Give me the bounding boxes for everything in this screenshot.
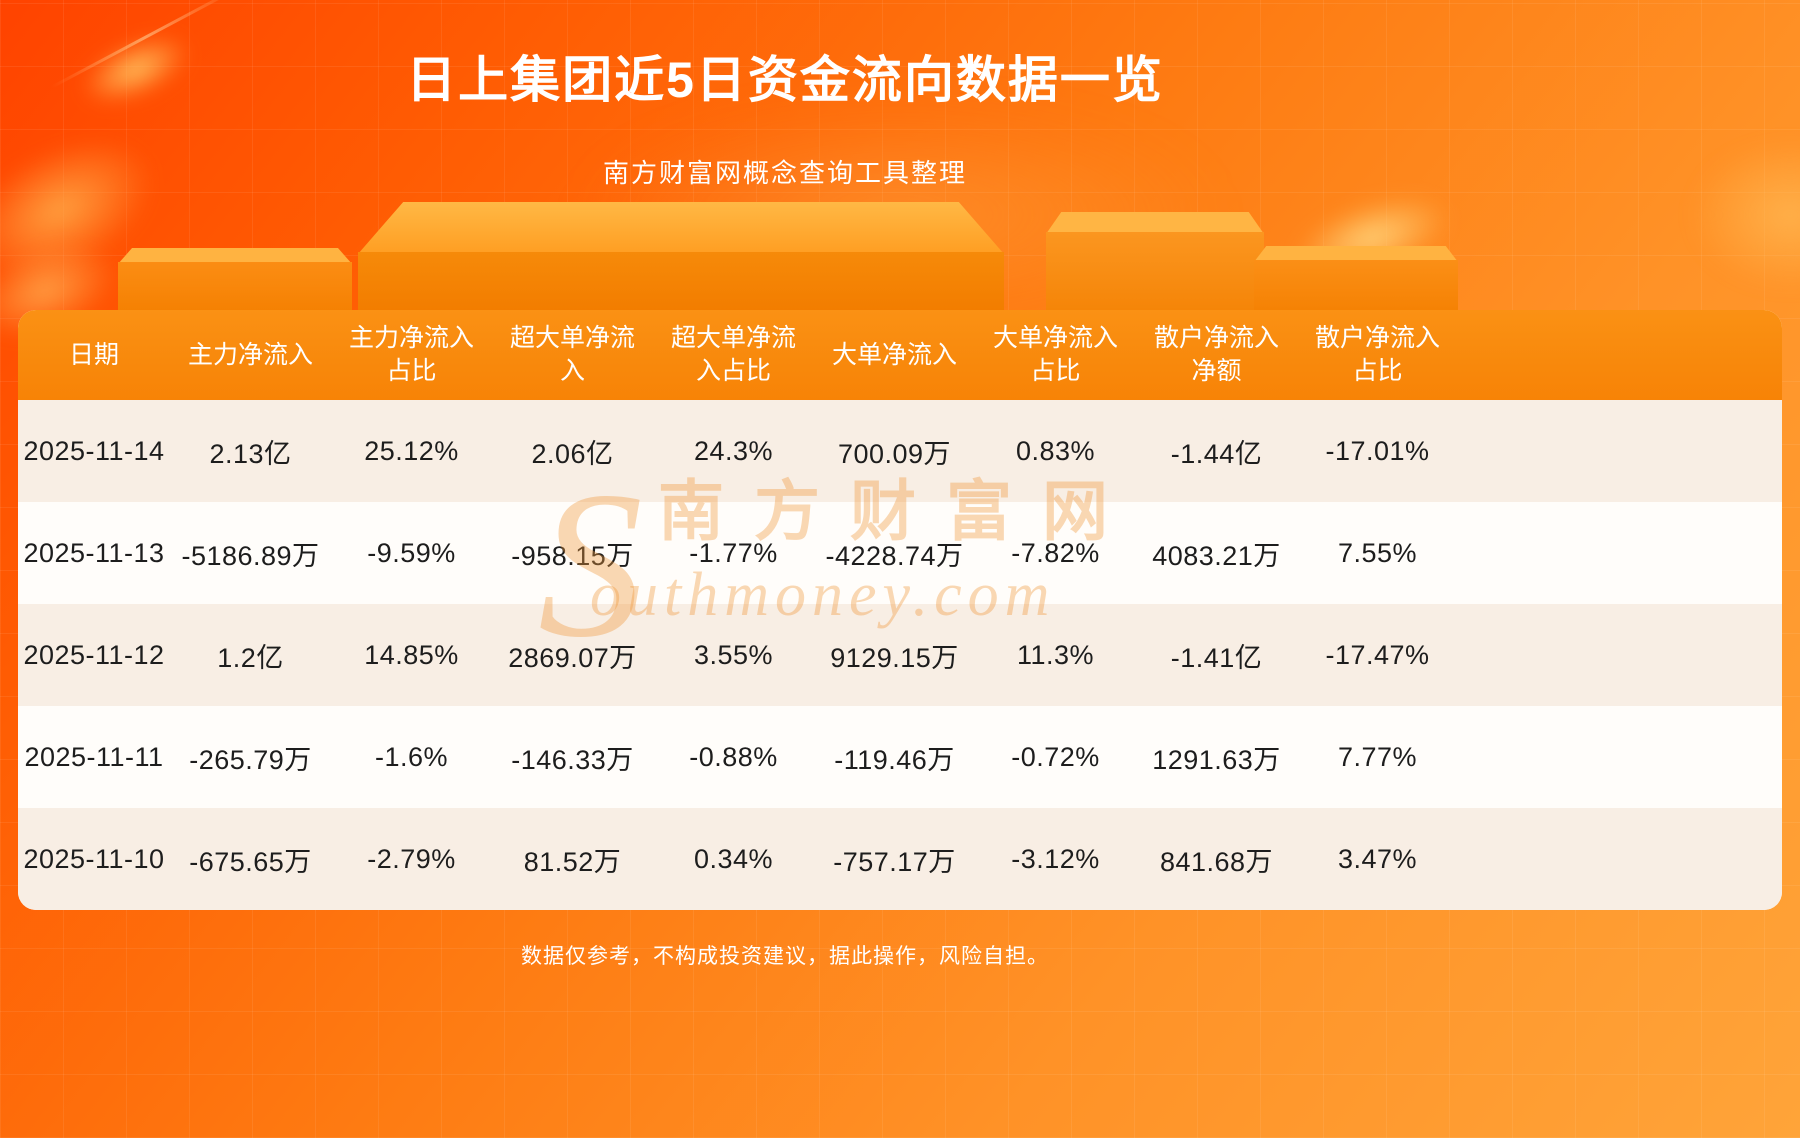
cell-large-order-net-inflow: 9129.15万: [830, 642, 959, 673]
page-title: 日上集团近5日资金流向数据一览: [406, 52, 1164, 108]
header-large-order-net-inflow-pct: 大单净流入 占比: [992, 324, 1118, 385]
table-row: 2025-11-14 2.13亿 25.12% 2.06亿 24.3% 700.…: [18, 400, 1782, 502]
cell-main-net-inflow-pct: -9.59%: [367, 537, 456, 568]
header-main-net-inflow: 主力净流入: [187, 340, 313, 369]
cell-retail-net-amount: 841.68万: [1159, 846, 1274, 877]
cell-xl-order-net-inflow: 2.06亿: [531, 438, 614, 469]
header-retail-net-amount: 散户净流入 净额: [1153, 324, 1279, 385]
cell-main-net-inflow: 1.2亿: [217, 642, 284, 673]
cell-retail-net-amount: -1.44亿: [1170, 438, 1263, 469]
cell-main-net-inflow: -675.65万: [189, 846, 312, 877]
cell-large-order-net-inflow: -119.46万: [834, 744, 955, 775]
page-subtitle: 南方财富网概念查询工具整理: [602, 157, 967, 188]
cell-large-order-net-inflow-pct: -7.82%: [1011, 537, 1100, 568]
cell-xl-order-net-inflow-pct: 24.3%: [693, 435, 774, 466]
cell-main-net-inflow-pct: 25.12%: [364, 435, 459, 466]
table-row: 2025-11-10 -675.65万 -2.79% 81.52万 0.34% …: [18, 808, 1782, 910]
cell-large-order-net-inflow: -4228.74万: [825, 540, 964, 571]
cell-main-net-inflow: 2.13亿: [209, 438, 292, 469]
disclaimer-text: 数据仅参考，不构成投资建议，据此操作，风险自担。: [521, 945, 1049, 968]
cell-retail-net-pct: 7.55%: [1337, 537, 1418, 568]
cell-xl-order-net-inflow: 81.52万: [523, 846, 622, 877]
fund-flow-table: 日期 主力净流入 主力净流入 占比 超大单净流 入 超大单净流 入占比 大单净流…: [18, 310, 1782, 910]
cell-xl-order-net-inflow: -146.33万: [511, 744, 634, 775]
cell-retail-net-pct: 7.77%: [1337, 741, 1418, 772]
cell-retail-net-amount: -1.41亿: [1170, 642, 1263, 673]
header-xl-order-net-inflow: 超大单净流 入: [509, 324, 635, 385]
cell-xl-order-net-inflow: -958.15万: [511, 540, 634, 571]
cell-retail-net-pct: 3.47%: [1337, 843, 1418, 874]
cell-main-net-inflow-pct: -2.79%: [367, 843, 456, 874]
cell-xl-order-net-inflow-pct: 0.34%: [693, 843, 774, 874]
header-retail-net-pct: 散户净流入 占比: [1314, 324, 1440, 385]
cell-xl-order-net-inflow-pct: 3.55%: [693, 639, 774, 670]
cell-retail-net-amount: 4083.21万: [1152, 540, 1281, 571]
cell-xl-order-net-inflow-pct: -1.77%: [689, 537, 778, 568]
header-main-net-inflow-pct: 主力净流入 占比: [348, 324, 474, 385]
cell-retail-net-pct: -17.01%: [1325, 435, 1430, 466]
cell-large-order-net-inflow-pct: -3.12%: [1011, 843, 1100, 874]
cell-date: 2025-11-12: [23, 639, 165, 670]
cell-large-order-net-inflow-pct: 11.3%: [1016, 639, 1095, 670]
cell-main-net-inflow: -5186.89万: [181, 540, 320, 571]
cell-main-net-inflow-pct: 14.85%: [364, 639, 459, 670]
cell-date: 2025-11-13: [23, 537, 165, 568]
cell-large-order-net-inflow: -757.17万: [833, 846, 956, 877]
header-large-order-net-inflow: 大单净流入: [831, 340, 957, 369]
table-header-row: 日期 主力净流入 主力净流入 占比 超大单净流 入 超大单净流 入占比 大单净流…: [18, 310, 1782, 400]
cell-date: 2025-11-11: [24, 741, 164, 772]
cell-large-order-net-inflow-pct: 0.83%: [1015, 435, 1096, 466]
table-row: 2025-11-12 1.2亿 14.85% 2869.07万 3.55% 91…: [18, 604, 1782, 706]
page-header: 日上集团近5日资金流向数据一览 南方财富网概念查询工具整理: [0, 0, 1570, 190]
header-xl-order-net-inflow-pct: 超大单净流 入占比: [670, 324, 796, 385]
cell-retail-net-pct: -17.47%: [1325, 639, 1430, 670]
cell-xl-order-net-inflow: 2869.07万: [508, 642, 637, 673]
table-row: 2025-11-11 -265.79万 -1.6% -146.33万 -0.88…: [18, 706, 1782, 808]
cell-main-net-inflow-pct: -1.6%: [374, 741, 449, 772]
cell-retail-net-amount: 1291.63万: [1152, 744, 1281, 775]
cell-main-net-inflow: -265.79万: [189, 744, 312, 775]
cell-large-order-net-inflow: 700.09万: [837, 438, 952, 469]
cell-date: 2025-11-14: [23, 435, 165, 466]
cell-xl-order-net-inflow-pct: -0.88%: [689, 741, 778, 772]
table-row: 2025-11-13 -5186.89万 -9.59% -958.15万 -1.…: [18, 502, 1782, 604]
cell-date: 2025-11-10: [23, 843, 165, 874]
cell-large-order-net-inflow-pct: -0.72%: [1011, 741, 1100, 772]
header-date: 日期: [68, 340, 119, 369]
